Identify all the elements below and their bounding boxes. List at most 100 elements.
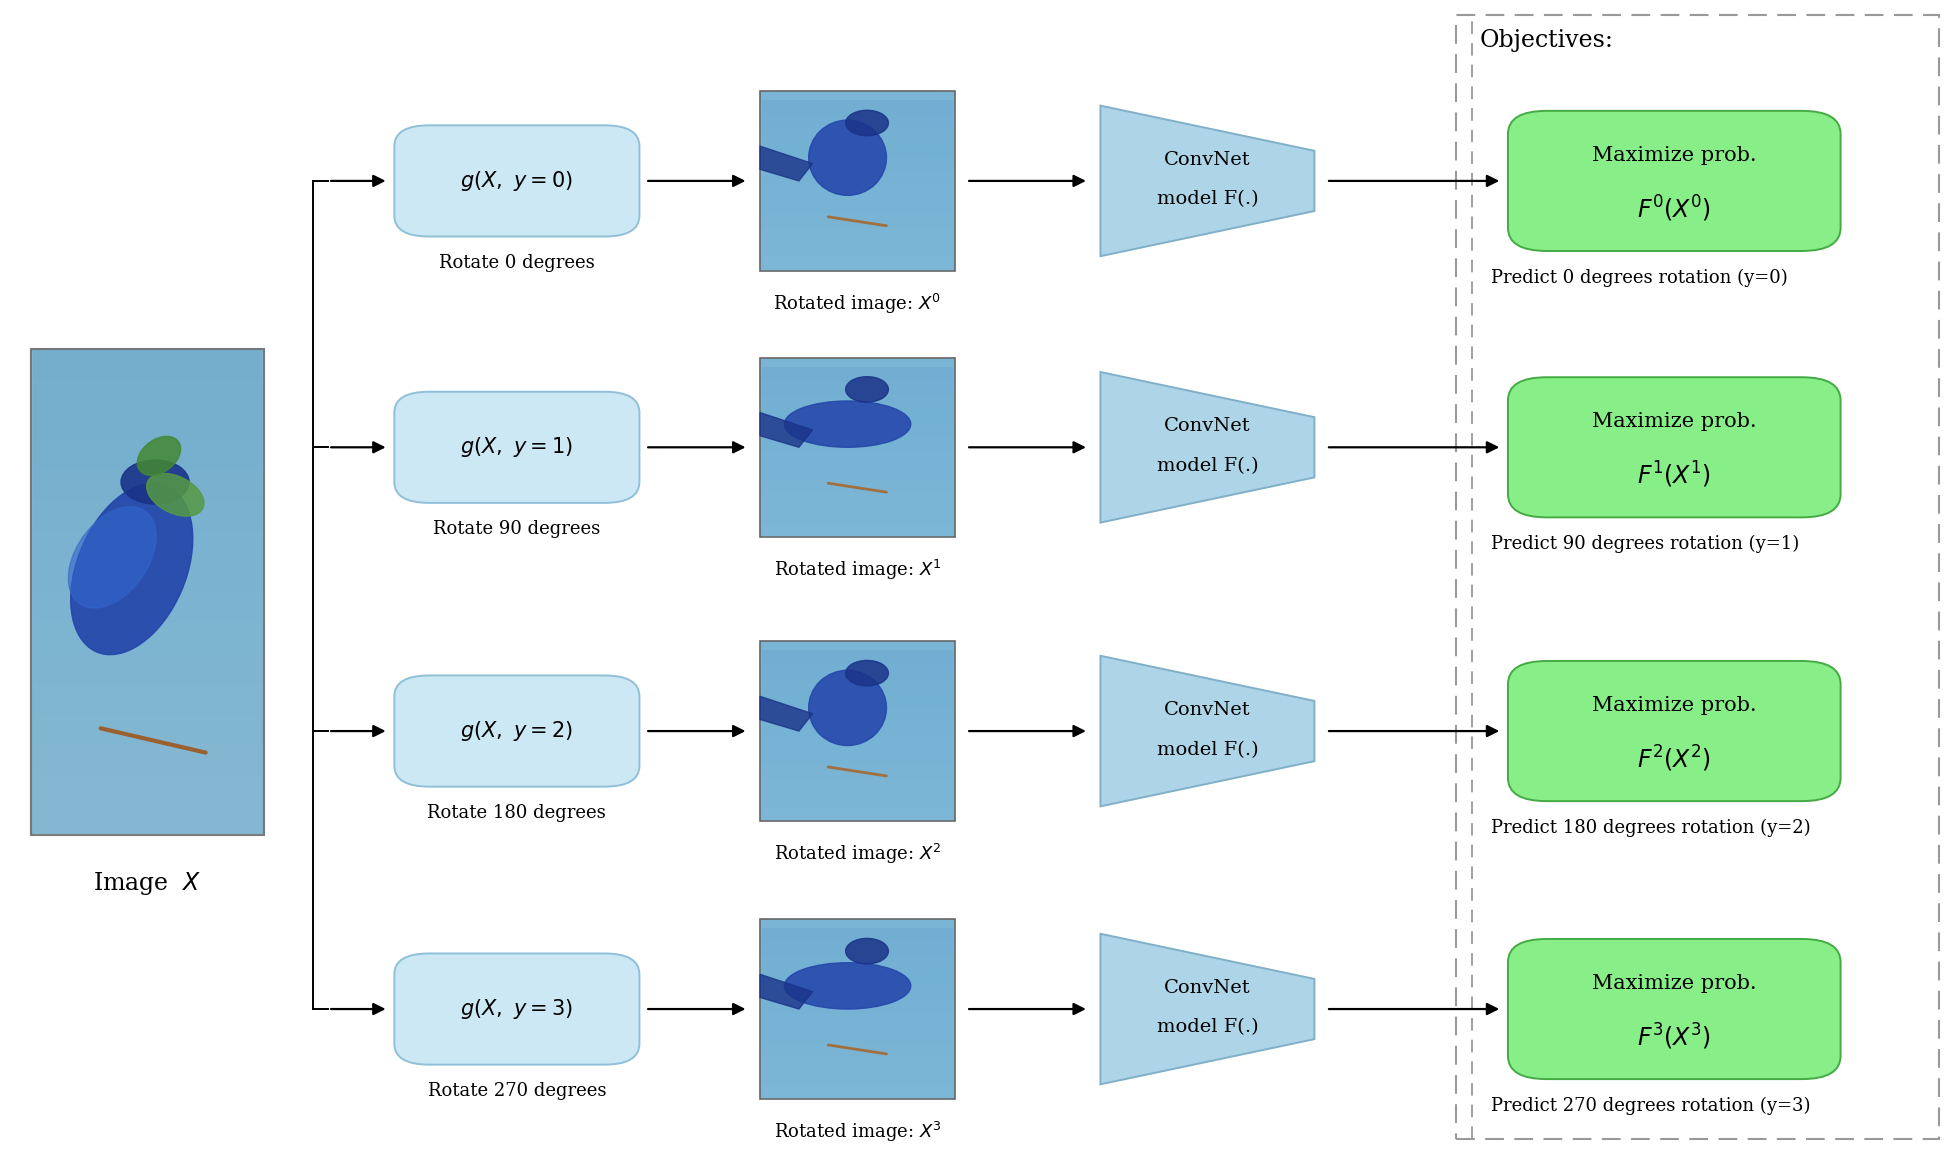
FancyBboxPatch shape	[762, 650, 953, 664]
Text: Image  $X$: Image $X$	[94, 870, 201, 897]
Text: model F(.): model F(.)	[1157, 741, 1258, 758]
FancyBboxPatch shape	[762, 807, 953, 821]
FancyBboxPatch shape	[762, 1084, 953, 1098]
FancyBboxPatch shape	[762, 664, 953, 679]
FancyBboxPatch shape	[33, 348, 263, 380]
Text: $F^3(X^3)$: $F^3(X^3)$	[1638, 1022, 1710, 1052]
Ellipse shape	[136, 437, 181, 475]
FancyBboxPatch shape	[33, 774, 263, 805]
Text: $g(X,\ y=3)$: $g(X,\ y=3)$	[460, 997, 573, 1021]
Text: Maximize prob.: Maximize prob.	[1592, 974, 1757, 993]
Text: Maximize prob.: Maximize prob.	[1592, 697, 1757, 715]
FancyBboxPatch shape	[762, 481, 953, 495]
FancyBboxPatch shape	[762, 409, 953, 424]
FancyBboxPatch shape	[762, 200, 953, 214]
FancyBboxPatch shape	[762, 985, 953, 1000]
FancyBboxPatch shape	[762, 736, 953, 750]
FancyBboxPatch shape	[762, 466, 953, 481]
Text: Maximize prob.: Maximize prob.	[1592, 146, 1757, 165]
Ellipse shape	[845, 661, 888, 686]
FancyBboxPatch shape	[762, 1014, 953, 1027]
FancyBboxPatch shape	[393, 391, 639, 503]
Text: Rotate 0 degrees: Rotate 0 degrees	[438, 254, 594, 272]
Text: $g(X,\ y=1)$: $g(X,\ y=1)$	[460, 435, 573, 460]
FancyBboxPatch shape	[762, 509, 953, 522]
Text: Rotate 90 degrees: Rotate 90 degrees	[432, 520, 600, 539]
Text: Rotated image: $X^3$: Rotated image: $X^3$	[773, 1119, 941, 1144]
FancyBboxPatch shape	[762, 679, 953, 693]
Polygon shape	[760, 412, 812, 447]
FancyBboxPatch shape	[1508, 110, 1841, 251]
FancyBboxPatch shape	[762, 1057, 953, 1070]
Text: Rotated image: $X^2$: Rotated image: $X^2$	[773, 842, 941, 866]
Text: model F(.): model F(.)	[1157, 190, 1258, 209]
Polygon shape	[760, 697, 812, 731]
FancyBboxPatch shape	[1508, 377, 1841, 518]
FancyBboxPatch shape	[33, 684, 263, 714]
FancyBboxPatch shape	[33, 652, 263, 684]
FancyBboxPatch shape	[760, 92, 955, 271]
Ellipse shape	[70, 483, 193, 655]
Polygon shape	[1101, 933, 1315, 1084]
FancyBboxPatch shape	[33, 805, 263, 835]
Ellipse shape	[68, 506, 156, 608]
FancyBboxPatch shape	[1508, 939, 1841, 1079]
FancyBboxPatch shape	[762, 243, 953, 257]
FancyBboxPatch shape	[1508, 661, 1841, 801]
FancyBboxPatch shape	[33, 744, 263, 774]
Polygon shape	[1101, 372, 1315, 522]
FancyBboxPatch shape	[760, 920, 955, 1098]
Text: Rotated image: $X^0$: Rotated image: $X^0$	[773, 291, 941, 316]
Ellipse shape	[845, 110, 888, 136]
Text: Rotate 180 degrees: Rotate 180 degrees	[427, 805, 606, 822]
FancyBboxPatch shape	[393, 676, 639, 787]
FancyBboxPatch shape	[762, 707, 953, 721]
FancyBboxPatch shape	[393, 125, 639, 237]
FancyBboxPatch shape	[760, 641, 955, 821]
Text: model F(.): model F(.)	[1157, 1018, 1258, 1037]
Text: $g(X,\ y=0)$: $g(X,\ y=0)$	[460, 168, 573, 193]
FancyBboxPatch shape	[762, 114, 953, 129]
FancyBboxPatch shape	[33, 562, 263, 592]
Text: Predict 0 degrees rotation (y=0): Predict 0 degrees rotation (y=0)	[1492, 268, 1788, 287]
Text: ConvNet: ConvNet	[1165, 701, 1251, 719]
FancyBboxPatch shape	[762, 367, 953, 381]
Text: Maximize prob.: Maximize prob.	[1592, 412, 1757, 432]
FancyBboxPatch shape	[762, 1000, 953, 1014]
FancyBboxPatch shape	[762, 257, 953, 271]
Text: Predict 90 degrees rotation (y=1): Predict 90 degrees rotation (y=1)	[1492, 535, 1800, 553]
FancyBboxPatch shape	[762, 395, 953, 409]
FancyBboxPatch shape	[33, 592, 263, 622]
FancyBboxPatch shape	[762, 381, 953, 395]
FancyBboxPatch shape	[762, 424, 953, 438]
Text: $g(X,\ y=2)$: $g(X,\ y=2)$	[460, 719, 573, 743]
FancyBboxPatch shape	[762, 929, 953, 943]
Text: model F(.): model F(.)	[1157, 456, 1258, 475]
FancyBboxPatch shape	[762, 957, 953, 971]
Text: ConvNet: ConvNet	[1165, 418, 1251, 435]
FancyBboxPatch shape	[33, 470, 263, 500]
FancyBboxPatch shape	[762, 100, 953, 114]
FancyBboxPatch shape	[762, 1070, 953, 1084]
FancyBboxPatch shape	[33, 714, 263, 744]
FancyBboxPatch shape	[762, 171, 953, 186]
FancyBboxPatch shape	[762, 943, 953, 957]
FancyBboxPatch shape	[762, 693, 953, 707]
Polygon shape	[760, 974, 812, 1009]
Text: $F^1(X^1)$: $F^1(X^1)$	[1638, 460, 1710, 490]
Ellipse shape	[785, 962, 912, 1009]
FancyBboxPatch shape	[762, 1041, 953, 1057]
Ellipse shape	[121, 460, 189, 504]
FancyBboxPatch shape	[33, 440, 263, 470]
FancyBboxPatch shape	[762, 228, 953, 243]
FancyBboxPatch shape	[762, 129, 953, 143]
FancyBboxPatch shape	[33, 622, 263, 652]
Text: Predict 270 degrees rotation (y=3): Predict 270 degrees rotation (y=3)	[1492, 1096, 1812, 1115]
FancyBboxPatch shape	[762, 214, 953, 228]
FancyBboxPatch shape	[31, 348, 265, 835]
FancyBboxPatch shape	[33, 410, 263, 440]
FancyBboxPatch shape	[762, 778, 953, 793]
Ellipse shape	[808, 120, 886, 195]
Ellipse shape	[785, 401, 912, 447]
FancyBboxPatch shape	[762, 971, 953, 985]
